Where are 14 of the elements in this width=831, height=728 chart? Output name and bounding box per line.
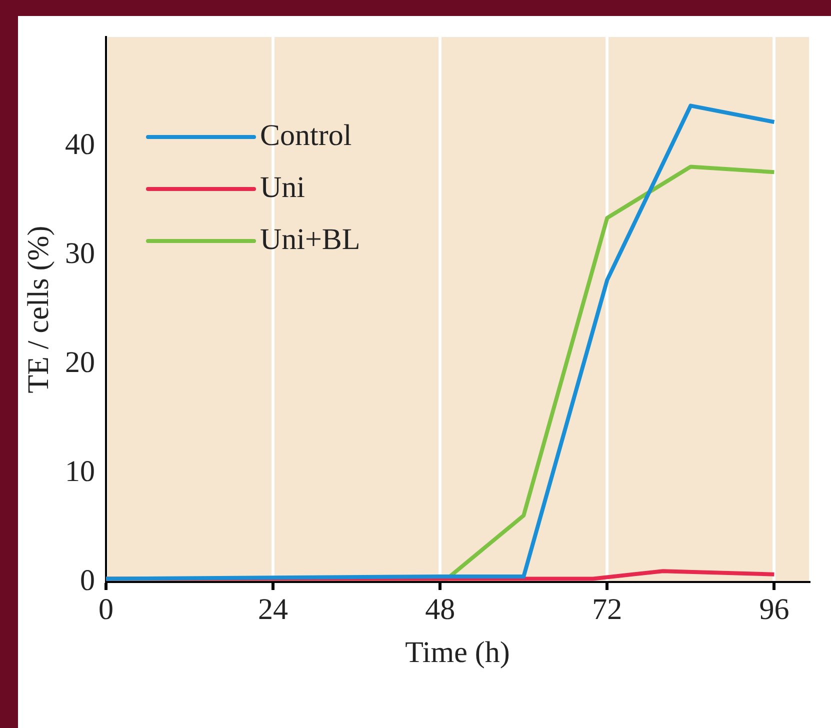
x-tick-label: 24	[258, 592, 288, 626]
y-tick-label: 0	[80, 564, 95, 597]
x-tick-label: 48	[425, 592, 456, 626]
y-axis-title: TE / cells (%)	[22, 226, 55, 394]
legend-label: Uni	[260, 170, 305, 204]
legend-label: Uni+BL	[260, 222, 360, 256]
legend-label: Control	[260, 118, 352, 152]
x-tick-label: 72	[592, 592, 622, 626]
x-axis-title: Time (h)	[405, 636, 510, 669]
y-tick-label: 20	[65, 346, 95, 379]
y-tick-label: 30	[65, 236, 95, 270]
x-tick-label: 96	[759, 592, 790, 626]
y-tick-label: 10	[65, 454, 95, 488]
y-tick-label: 40	[65, 128, 95, 161]
